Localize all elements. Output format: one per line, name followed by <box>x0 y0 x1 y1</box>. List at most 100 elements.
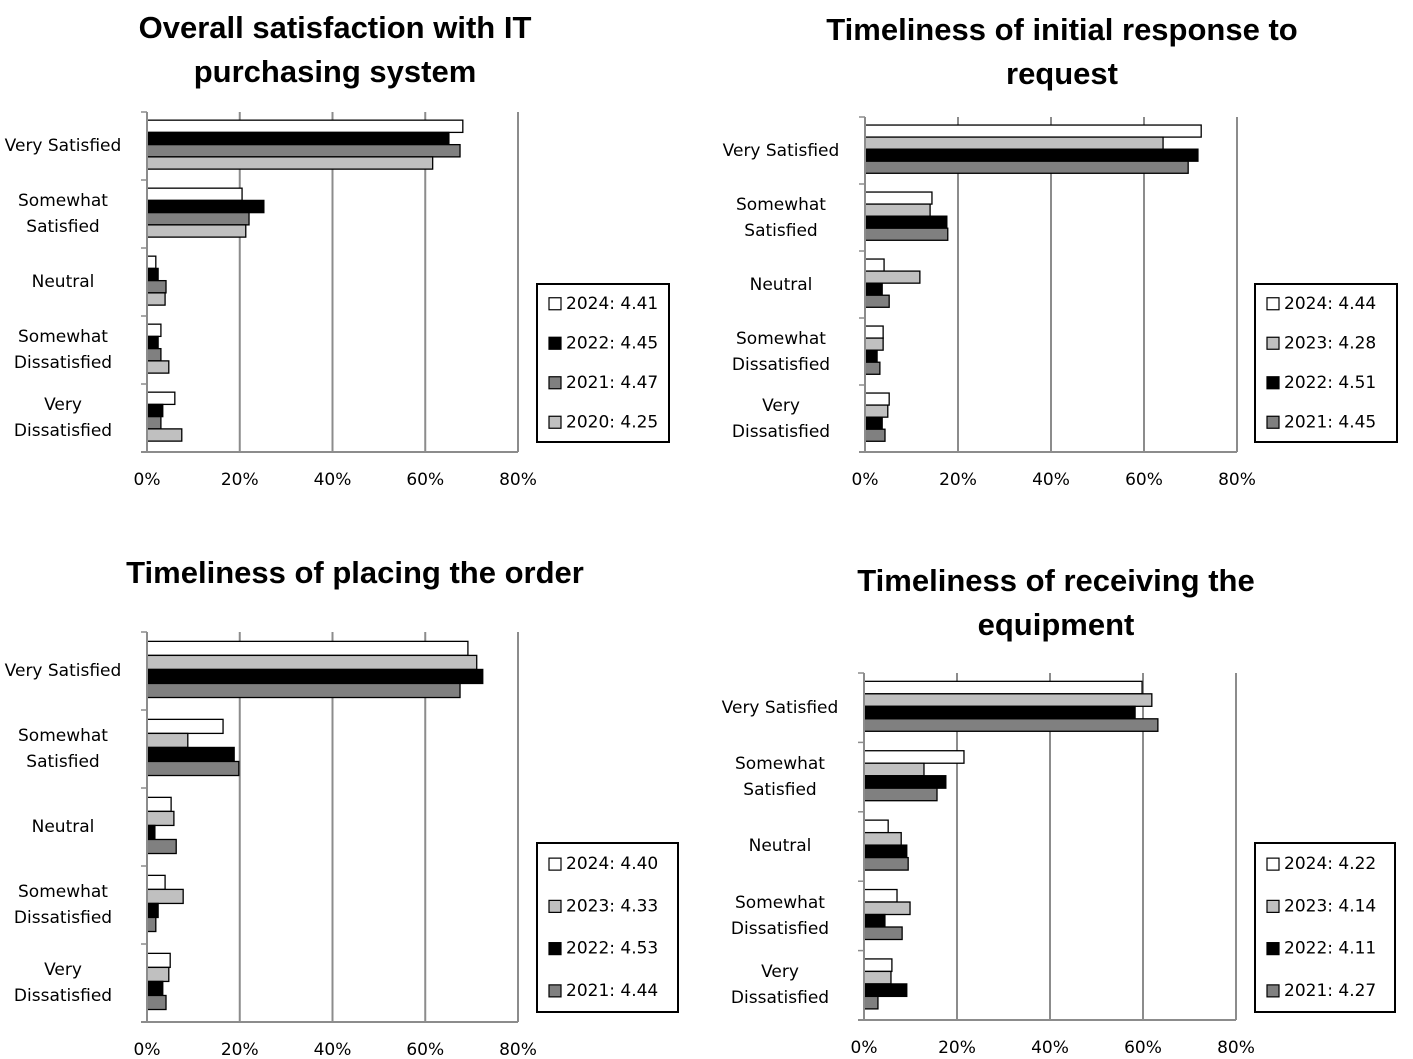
bar <box>146 403 164 418</box>
legend-swatch <box>1266 297 1280 311</box>
bar <box>146 415 162 430</box>
legend-swatch <box>548 984 562 998</box>
x-tick-label: 40% <box>1032 470 1070 490</box>
x-tick-label: 40% <box>314 1040 352 1059</box>
legend-swatch <box>1266 942 1280 956</box>
bar <box>146 199 265 214</box>
bar <box>146 391 176 406</box>
legend-swatch <box>1266 336 1280 350</box>
bar <box>863 705 1136 720</box>
x-tick-label: 40% <box>1031 1038 1069 1058</box>
category-label: Somewhat Dissatisfied <box>13 882 113 928</box>
bar <box>864 349 878 363</box>
bar <box>146 640 469 657</box>
bar <box>864 136 1164 150</box>
bar <box>146 952 171 969</box>
bar <box>146 874 166 891</box>
legend-label: 2024: 4.41 <box>566 294 658 314</box>
legend-swatch <box>548 297 562 311</box>
bar <box>146 980 164 997</box>
legend-swatch <box>548 376 562 390</box>
x-tick-label: 80% <box>1218 470 1256 490</box>
legend-label: 2022: 4.45 <box>566 333 658 353</box>
bar <box>146 966 170 983</box>
bar <box>864 294 890 308</box>
category-label: Neutral <box>31 272 95 292</box>
bar <box>146 824 156 841</box>
x-tick-label: 20% <box>221 470 259 490</box>
legend-label: 2022: 4.51 <box>1284 373 1376 393</box>
bar <box>863 693 1153 707</box>
bar <box>864 124 1202 138</box>
legend-label: 2022: 4.11 <box>1284 939 1376 959</box>
chart-title: Overall satisfaction with IT purchasing … <box>138 10 532 89</box>
x-tick-label: 80% <box>1217 1038 1255 1058</box>
category-label: Somewhat Satisfied <box>18 191 108 237</box>
bar <box>864 282 883 296</box>
legend-swatch <box>548 899 562 913</box>
bar <box>146 279 167 294</box>
legend-label: 2020: 4.25 <box>566 412 658 432</box>
category-label: Somewhat Dissatisfied <box>13 327 113 373</box>
bar <box>863 888 898 903</box>
category-label: Very Dissatisfied <box>13 960 113 1006</box>
legend-swatch <box>548 942 562 956</box>
x-tick-label: 80% <box>499 1040 537 1059</box>
bar <box>863 787 938 802</box>
bar <box>864 215 948 229</box>
chart-title: Timeliness of initial response to reques… <box>826 12 1298 91</box>
bar <box>863 913 886 928</box>
x-tick-label: 40% <box>314 470 352 490</box>
bar <box>864 148 1199 162</box>
bar <box>863 901 911 916</box>
legend-swatch <box>548 415 562 429</box>
bar <box>146 760 240 777</box>
bar <box>863 856 909 871</box>
category-label: Neutral <box>749 274 813 295</box>
x-tick-label: 60% <box>1125 470 1163 490</box>
category-label: Somewhat Satisfied <box>18 726 108 772</box>
legend-label: 2023: 4.33 <box>566 896 658 916</box>
bar <box>146 810 175 827</box>
legend-label: 2021: 4.47 <box>566 373 658 393</box>
x-tick-label: 60% <box>1124 1038 1162 1058</box>
legend-swatch <box>1266 415 1280 429</box>
chart-title: Timeliness of receiving the equipment <box>857 563 1255 642</box>
bar <box>146 682 461 699</box>
category-label: Somewhat Satisfied <box>736 194 826 241</box>
bar <box>863 819 889 834</box>
bar <box>864 361 881 375</box>
bar <box>863 958 893 973</box>
x-tick-label: 60% <box>406 1040 444 1059</box>
x-tick-label: 20% <box>221 1040 259 1059</box>
legend-label: 2024: 4.22 <box>1284 854 1376 874</box>
bar <box>146 211 250 226</box>
bar <box>146 224 247 238</box>
legend-swatch <box>548 857 562 871</box>
legend-label: 2022: 4.53 <box>566 939 658 959</box>
bar <box>863 970 892 985</box>
bar <box>146 143 461 158</box>
legend-label: 2021: 4.45 <box>1284 412 1376 432</box>
bar <box>864 325 884 339</box>
x-tick-label: 0% <box>134 1040 161 1059</box>
category-label: Very Satisfied <box>722 140 840 161</box>
category-label: Somewhat Dissatisfied <box>730 892 830 939</box>
category-label: Very Dissatisfied <box>731 395 831 442</box>
bar <box>864 428 886 442</box>
legend-label: 2023: 4.28 <box>1284 333 1376 353</box>
bar <box>146 323 162 338</box>
bar <box>864 392 890 406</box>
bar <box>146 360 170 374</box>
bar <box>146 916 157 933</box>
legend-swatch <box>1266 984 1280 998</box>
legend-label: 2021: 4.44 <box>566 981 658 1001</box>
legend-swatch <box>1266 899 1280 913</box>
legend-swatch <box>1266 857 1280 871</box>
bar <box>146 888 184 905</box>
x-tick-label: 20% <box>938 1038 976 1058</box>
bar <box>146 335 159 350</box>
bar <box>864 160 1189 174</box>
bar <box>146 267 159 282</box>
